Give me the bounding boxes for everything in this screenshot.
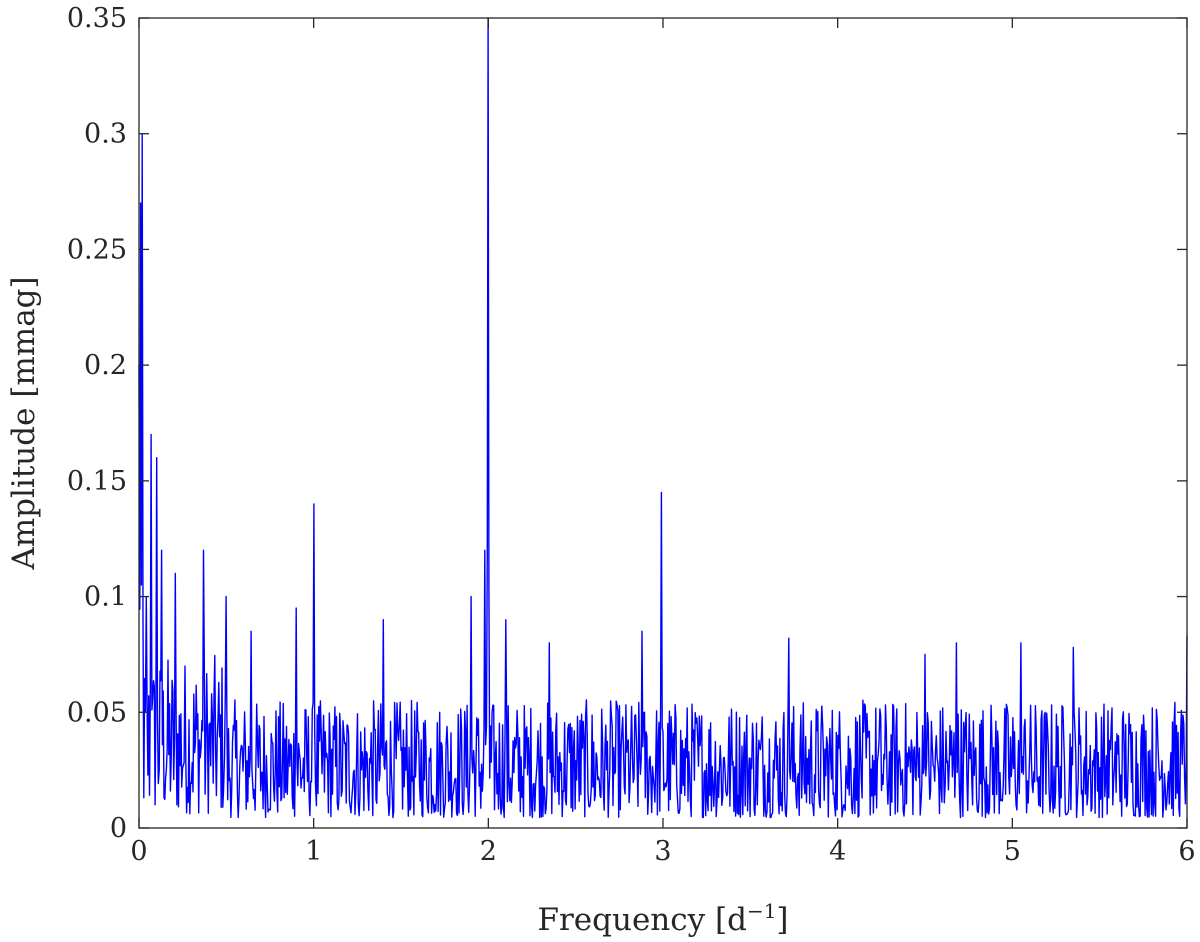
y-tick-label: 0.1	[84, 582, 127, 613]
y-tick-label: 0.3	[84, 119, 127, 150]
y-axis-label: Amplitude [mmag]	[6, 276, 42, 570]
y-tick-label: 0.35	[67, 3, 127, 34]
x-tick-label: 6	[1178, 836, 1195, 867]
x-axis-label: Frequency [d−1]	[537, 899, 788, 938]
y-tick-label: 0.2	[84, 350, 127, 381]
amplitude-spectrum-line	[138, 17, 1188, 819]
y-axis-ticks: 0 0.05 0.1 0.15 0.2 0.25 0.3 0.35	[67, 3, 1187, 844]
x-tick-label: 1	[305, 836, 322, 867]
x-tick-label: 3	[654, 836, 671, 867]
y-tick-label: 0	[110, 813, 127, 844]
x-tick-label: 4	[829, 836, 846, 867]
series-group	[138, 17, 1188, 819]
x-tick-label: 0	[130, 836, 147, 867]
x-tick-label: 5	[1004, 836, 1021, 867]
y-tick-label: 0.15	[67, 466, 127, 497]
x-tick-label: 2	[480, 836, 497, 867]
y-tick-label: 0.05	[67, 697, 127, 728]
y-tick-label: 0.25	[67, 234, 127, 265]
x-axis-ticks: 0 1 2 3 4 5 6	[130, 18, 1196, 867]
